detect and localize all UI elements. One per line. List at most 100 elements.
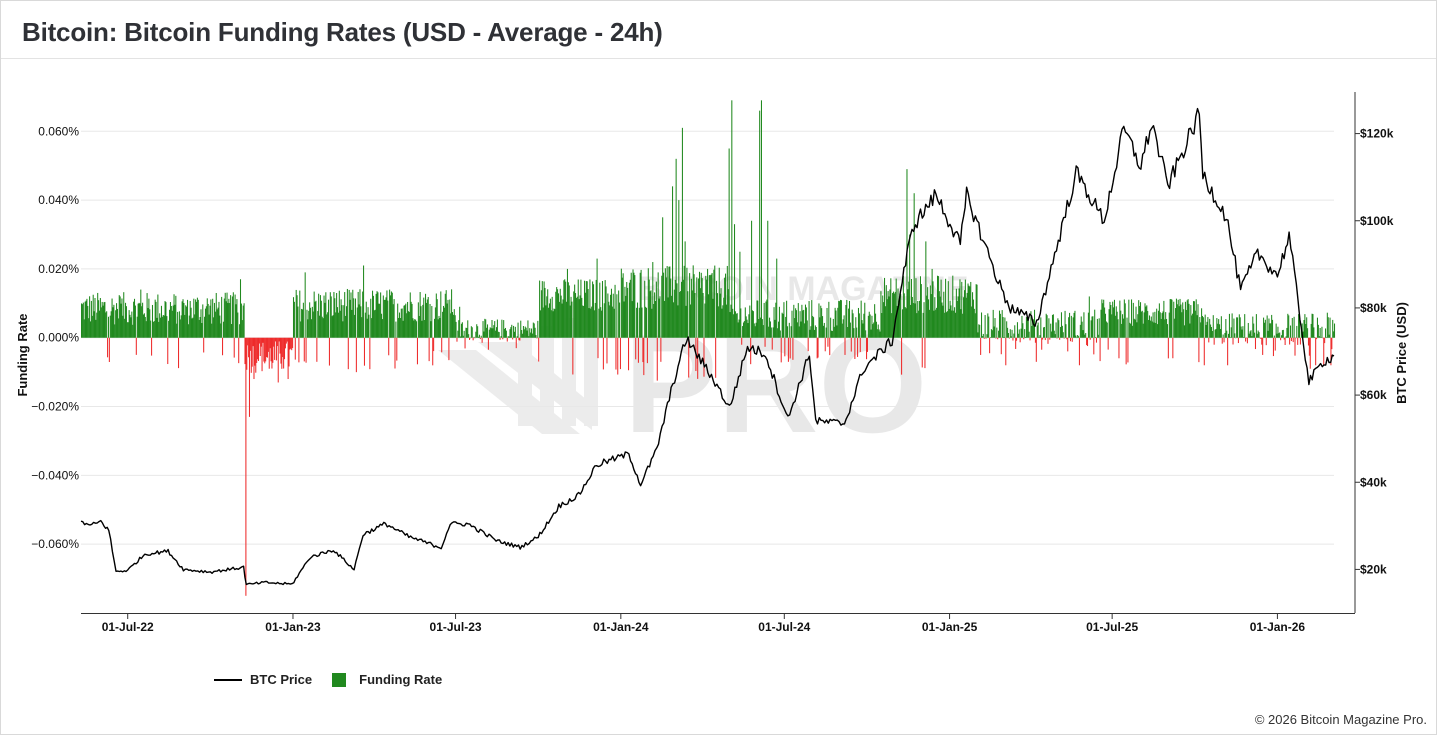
funding-rate-bar	[583, 305, 585, 338]
funding-rate-bar	[349, 299, 351, 338]
funding-rate-bar	[787, 337, 789, 362]
funding-rate-bar	[635, 337, 637, 360]
funding-rate-bar	[702, 293, 704, 338]
funding-rate-bar	[142, 302, 144, 338]
funding-rate-bar	[966, 292, 968, 338]
funding-rate-bar	[1201, 308, 1203, 338]
funding-rate-bar	[123, 292, 125, 338]
funding-rate-bar	[1195, 299, 1197, 338]
funding-rate-bar	[399, 318, 401, 338]
chart-legend: BTC Price Funding Rate	[214, 672, 462, 687]
funding-rate-bar	[519, 337, 521, 341]
funding-rate-bar	[1150, 316, 1152, 338]
funding-rate-bar	[801, 304, 803, 338]
funding-rate-bar	[385, 297, 387, 338]
funding-rate-bar	[205, 306, 207, 338]
funding-rate-bar	[508, 336, 510, 338]
funding-rate-bar	[329, 292, 331, 338]
funding-rate-bar	[948, 308, 950, 338]
funding-rate-bar	[132, 324, 134, 338]
funding-rate-bar	[896, 305, 898, 338]
funding-rate-bar	[1277, 326, 1279, 338]
funding-rate-bar	[916, 313, 918, 338]
funding-rate-bar	[257, 337, 259, 360]
funding-rate-bar	[1012, 337, 1014, 341]
funding-rate-bar	[994, 318, 996, 338]
funding-rate-bar	[638, 307, 640, 338]
funding-rate-bar	[145, 321, 147, 338]
funding-rate-bar	[435, 293, 437, 338]
funding-rate-bar	[633, 272, 635, 338]
funding-rate-bar	[1026, 317, 1028, 338]
legend-item-funding-rate[interactable]: Funding Rate	[332, 672, 442, 687]
funding-rate-bar	[1050, 323, 1052, 338]
funding-rate-bar	[1032, 321, 1034, 338]
funding-rate-bar	[264, 337, 266, 364]
y-right-tick-label: $80k	[1360, 301, 1387, 315]
funding-rate-bar	[91, 315, 93, 338]
funding-rate-bar	[370, 298, 372, 338]
funding-rate-bar	[311, 306, 313, 338]
funding-rate-bar	[336, 293, 338, 338]
funding-rate-bar	[1327, 317, 1329, 338]
funding-rate-bar	[656, 337, 658, 381]
funding-rate-bar	[214, 311, 216, 338]
funding-rate-bar	[268, 337, 270, 369]
funding-rate-bar	[922, 312, 924, 338]
funding-rate-bar	[849, 322, 851, 338]
funding-rate-bar	[841, 323, 843, 338]
funding-rate-bar	[1095, 337, 1097, 338]
funding-rate-bar	[1000, 337, 1002, 355]
funding-rate-bar	[684, 241, 686, 338]
funding-rate-bar	[748, 314, 750, 338]
funding-rate-bar	[525, 327, 527, 338]
funding-rate-bar	[613, 308, 615, 338]
funding-rate-bar	[756, 300, 758, 338]
funding-rate-bar	[478, 336, 480, 338]
funding-rate-bar	[824, 337, 826, 352]
legend-item-btc-price[interactable]: BTC Price	[214, 672, 312, 687]
funding-rate-bar	[636, 307, 638, 338]
funding-rate-bar	[1042, 327, 1045, 338]
funding-rate-bar	[754, 326, 756, 338]
funding-rate-bar	[764, 337, 766, 347]
funding-rate-bar	[955, 288, 957, 338]
funding-rate-bar	[1320, 337, 1322, 338]
funding-rate-bar	[665, 277, 667, 338]
funding-rate-bar	[1268, 318, 1270, 338]
funding-rate-bar	[1160, 318, 1162, 338]
funding-rate-bar	[778, 306, 780, 338]
funding-rate-bar	[445, 290, 447, 338]
funding-rate-bar	[1048, 318, 1050, 338]
funding-rate-bar	[221, 296, 223, 338]
x-tick-label: 01-Jul-24	[758, 620, 810, 634]
funding-rate-bar	[273, 337, 275, 347]
funding-rate-bar	[185, 305, 187, 338]
funding-rate-bar	[1139, 305, 1141, 338]
funding-rate-bar	[708, 275, 710, 338]
funding-rate-bar	[94, 298, 96, 338]
funding-rate-bar	[812, 315, 814, 338]
funding-rate-bar	[652, 262, 654, 338]
funding-rate-bar	[1298, 314, 1300, 338]
funding-rate-bar	[1313, 327, 1315, 338]
funding-rate-bar	[355, 337, 357, 373]
funding-rate-bar	[338, 290, 340, 338]
funding-rate-bar	[88, 318, 90, 338]
funding-rate-bar	[761, 319, 763, 338]
funding-rate-bar	[1131, 299, 1133, 338]
funding-rate-bar	[1123, 299, 1125, 338]
funding-rate-bar	[920, 284, 922, 338]
funding-rate-bar	[454, 315, 456, 338]
funding-rate-bar	[217, 307, 219, 338]
funding-rate-bar	[408, 311, 410, 338]
funding-rate-bar	[793, 304, 795, 338]
funding-rate-bar	[1024, 329, 1026, 338]
funding-rate-bar	[1242, 326, 1244, 338]
funding-rate-bar	[1052, 314, 1054, 338]
funding-rate-bar	[365, 301, 367, 338]
funding-rate-bar	[1192, 301, 1195, 338]
funding-rate-bar	[1232, 337, 1234, 345]
funding-rate-bar	[907, 289, 909, 338]
funding-rate-bar	[368, 314, 370, 338]
